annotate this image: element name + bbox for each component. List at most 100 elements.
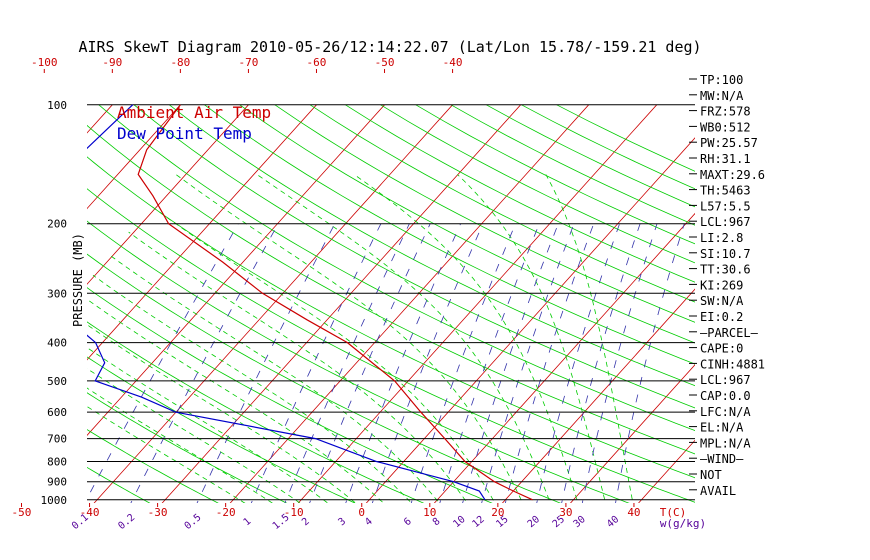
- dry-adiabat-line: [0, 105, 21, 508]
- index-entry: CAP:0.0: [700, 389, 751, 403]
- dry-adiabat-line: [133, 104, 695, 409]
- pressure-tick-label: 300: [47, 287, 67, 300]
- bottom-tick-label: 10: [423, 506, 436, 519]
- mixing-ratio-line: [130, 223, 279, 503]
- moist-adiabat-line: [109, 254, 440, 503]
- dry-adiabat-line: [87, 156, 695, 479]
- dry-adiabat-line: [87, 188, 695, 503]
- legend: Ambient Air Temp Dew Point Temp: [117, 103, 271, 143]
- mixing-ratio-line: [345, 223, 461, 503]
- mixing-ratio-line: [371, 223, 484, 503]
- mixing-ratio-lines: [87, 223, 685, 503]
- mixing-ratio-label: 4: [363, 516, 375, 528]
- index-entry: SW:N/A: [700, 294, 744, 308]
- index-entry: –PARCEL–: [700, 326, 759, 340]
- moist-adiabat-line: [545, 174, 634, 503]
- moist-adiabat-line: [92, 274, 412, 503]
- isotherm-line: [87, 104, 385, 436]
- dry-adiabat-line: [87, 220, 630, 503]
- index-entry: CINH:4881: [700, 357, 765, 371]
- isotherm-line: [87, 104, 249, 285]
- index-entry: CAPE:0: [700, 342, 743, 356]
- pressure-tick-label: 900: [47, 476, 67, 489]
- bottom-tick-label: 20: [491, 506, 504, 519]
- pressure-tick-label: 600: [47, 406, 67, 419]
- mixing-ratio-line: [536, 223, 620, 503]
- index-entry: L57:5.5: [700, 199, 751, 213]
- mixing-ratio-label: 2: [300, 516, 312, 528]
- dry-adiabat-line: [169, 104, 695, 387]
- mixing-ratio-line: [309, 223, 431, 503]
- bottom-tick-label: -10: [284, 506, 304, 519]
- index-entry: –WIND–: [700, 452, 744, 466]
- top-tick-label: -80: [170, 56, 190, 69]
- y-axis-label: PRESSURE (MB): [71, 233, 85, 327]
- index-entry: AVAIL: [700, 484, 736, 498]
- index-entry: MW:N/A: [700, 89, 744, 103]
- dry-adiabat-line: [87, 356, 356, 503]
- index-entry: PW:25.57: [700, 136, 758, 150]
- index-entry: WB0:512: [700, 120, 751, 134]
- pressure-tick-labels: 100 200 300 400 500 600 700 800 900 1000: [41, 99, 68, 507]
- mixing-ratio-unit-label: w(g/kg): [660, 517, 706, 530]
- legend-entry: Dew Point Temp: [117, 124, 252, 143]
- mixing-ratio-line: [439, 223, 540, 503]
- moist-adiabat-line: [87, 387, 273, 503]
- isotherm-line: [570, 364, 695, 503]
- mixing-ratio-line: [87, 223, 239, 500]
- dry-adiabat-line: [87, 124, 695, 455]
- moist-adiabat-line: [256, 174, 551, 503]
- moist-adiabat-line: [175, 174, 524, 503]
- chart-title: AIRS SkewT Diagram 2010-05-26/12:14:22.0…: [78, 38, 701, 56]
- mixing-ratio-line: [462, 223, 559, 503]
- dry-adiabat-line: [87, 321, 425, 503]
- moist-adiabat-line: [87, 347, 329, 503]
- mixing-ratio-line: [250, 223, 382, 503]
- moist-adiabat-line: [87, 324, 357, 503]
- index-entry: MAXT:29.6: [700, 168, 765, 182]
- index-entry: LCL:967: [700, 215, 751, 229]
- mixing-ratio-line: [615, 223, 685, 503]
- index-entry: TH:5463: [700, 184, 751, 198]
- isotherm-line: [297, 104, 658, 503]
- pressure-tick-label: 200: [47, 218, 67, 231]
- mixing-ratio-label: 0.2: [116, 512, 137, 532]
- bottom-temperature-ticks: -50 -40 -30 -20 -10 0 10 20 30 40: [12, 503, 641, 519]
- top-tick-label: -70: [238, 56, 258, 69]
- mixing-ratio-line: [284, 223, 410, 503]
- mixing-ratio-label: 12: [470, 514, 486, 530]
- top-tick-label: -50: [375, 56, 395, 69]
- isotherm-line: [87, 104, 181, 210]
- bottom-tick-label: 40: [627, 506, 640, 519]
- mixing-ratio-line: [410, 223, 516, 503]
- mixing-ratio-label: 3: [336, 516, 348, 528]
- mixing-ratio-label: 0.5: [183, 512, 204, 532]
- dry-adiabat-line: [87, 287, 493, 503]
- isotherm-line: [501, 288, 695, 503]
- index-entry: EL:N/A: [700, 421, 744, 435]
- index-entry: LCL:967: [700, 373, 751, 387]
- bottom-tick-label: 0: [358, 506, 365, 519]
- mixing-ratio-line: [481, 223, 575, 503]
- dry-adiabat-lines: [0, 104, 695, 508]
- dry-adiabat-line: [345, 104, 695, 283]
- mixing-ratio-label: 6: [402, 516, 414, 528]
- dry-adiabat-line: [98, 104, 695, 432]
- dry-adiabat-line: [87, 253, 562, 503]
- dry-adiabat-line: [450, 104, 695, 226]
- bottom-tick-label: 30: [559, 506, 572, 519]
- moist-adiabat-line: [87, 298, 385, 503]
- plot-area: [0, 104, 695, 508]
- legend-entry: Ambient Air Temp: [117, 103, 271, 122]
- index-entry: TT:30.6: [700, 263, 751, 277]
- isotherm-line: [229, 104, 589, 503]
- top-tick-label: -90: [102, 56, 122, 69]
- index-entry: MPL:N/A: [700, 436, 751, 450]
- dry-adiabat-line: [274, 104, 695, 323]
- index-entry: RH:31.1: [700, 152, 751, 166]
- index-entry: EI:0.2: [700, 310, 743, 324]
- dry-adiabat-line: [87, 466, 151, 503]
- temperature-unit-label: T(C): [660, 506, 687, 519]
- dry-adiabat-line: [309, 104, 695, 303]
